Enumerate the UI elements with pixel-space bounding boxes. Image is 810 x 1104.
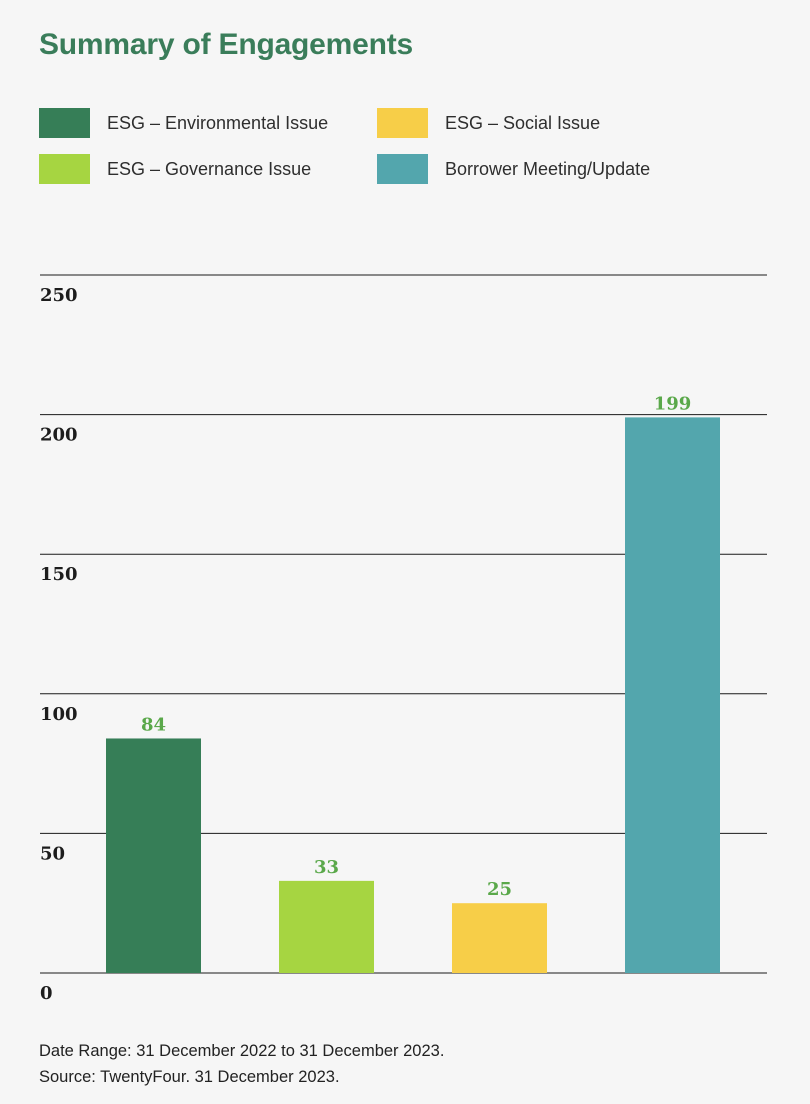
bar-1 bbox=[279, 880, 374, 973]
legend-item-environmental: ESG – Environmental Issue bbox=[39, 108, 328, 138]
bar-value-label-2: 25 bbox=[487, 879, 512, 900]
legend-item-borrower: Borrower Meeting/Update bbox=[377, 154, 650, 184]
legend: ESG – Environmental Issue ESG – Social I… bbox=[39, 108, 739, 188]
y-tick-label-0: 0 bbox=[40, 983, 53, 1004]
y-tick-label-100: 100 bbox=[40, 704, 78, 725]
legend-item-social: ESG – Social Issue bbox=[377, 108, 600, 138]
legend-label-borrower: Borrower Meeting/Update bbox=[445, 158, 651, 179]
legend-label-social: ESG – Social Issue bbox=[445, 112, 601, 133]
bar-chart: 0 50 100 150 200 250 84 33 25 199 bbox=[40, 274, 767, 1004]
y-tick-label-250: 250 bbox=[40, 285, 78, 306]
legend-swatch-borrower bbox=[377, 154, 428, 184]
y-tick-label-200: 200 bbox=[40, 425, 78, 446]
chart-title: Summary of Engagements bbox=[39, 28, 414, 61]
bar-value-label-3: 199 bbox=[654, 393, 692, 414]
bar-2 bbox=[452, 903, 547, 973]
bar-0 bbox=[106, 738, 201, 973]
legend-item-governance: ESG – Governance Issue bbox=[39, 154, 311, 184]
legend-label-governance: ESG – Governance Issue bbox=[107, 158, 312, 179]
legend-label-environmental: ESG – Environmental Issue bbox=[107, 112, 329, 133]
bar-value-label-0: 84 bbox=[141, 714, 166, 735]
y-tick-label-150: 150 bbox=[40, 564, 78, 585]
legend-swatch-governance bbox=[39, 154, 90, 184]
date-range-note: Date Range: 31 December 2022 to 31 Decem… bbox=[39, 1042, 445, 1060]
source-note: Source: TwentyFour. 31 December 2023. bbox=[39, 1068, 340, 1086]
bar-3 bbox=[625, 417, 720, 974]
bar-value-label-1: 33 bbox=[314, 857, 339, 878]
legend-swatch-social bbox=[377, 108, 428, 138]
y-tick-label-50: 50 bbox=[40, 843, 65, 864]
legend-swatch-environmental bbox=[39, 108, 90, 138]
